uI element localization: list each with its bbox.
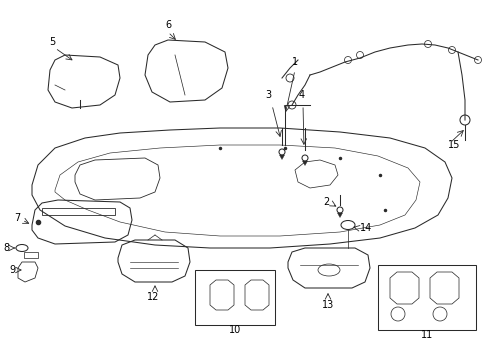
Text: 10: 10 [228,325,241,335]
Text: 12: 12 [146,292,159,302]
Text: 4: 4 [298,90,305,100]
Text: 2: 2 [323,197,329,207]
Polygon shape [302,161,307,166]
Text: 15: 15 [447,140,459,150]
Text: 6: 6 [164,20,171,30]
Text: 9: 9 [9,265,15,275]
Text: 7: 7 [14,213,20,223]
Text: 8: 8 [4,243,10,253]
Polygon shape [279,155,284,159]
Text: 13: 13 [321,300,333,310]
Text: 11: 11 [420,330,432,340]
Text: 1: 1 [291,57,298,67]
Text: 5: 5 [49,37,55,47]
Polygon shape [337,213,342,217]
Text: 3: 3 [264,90,270,100]
Text: 14: 14 [359,223,371,233]
